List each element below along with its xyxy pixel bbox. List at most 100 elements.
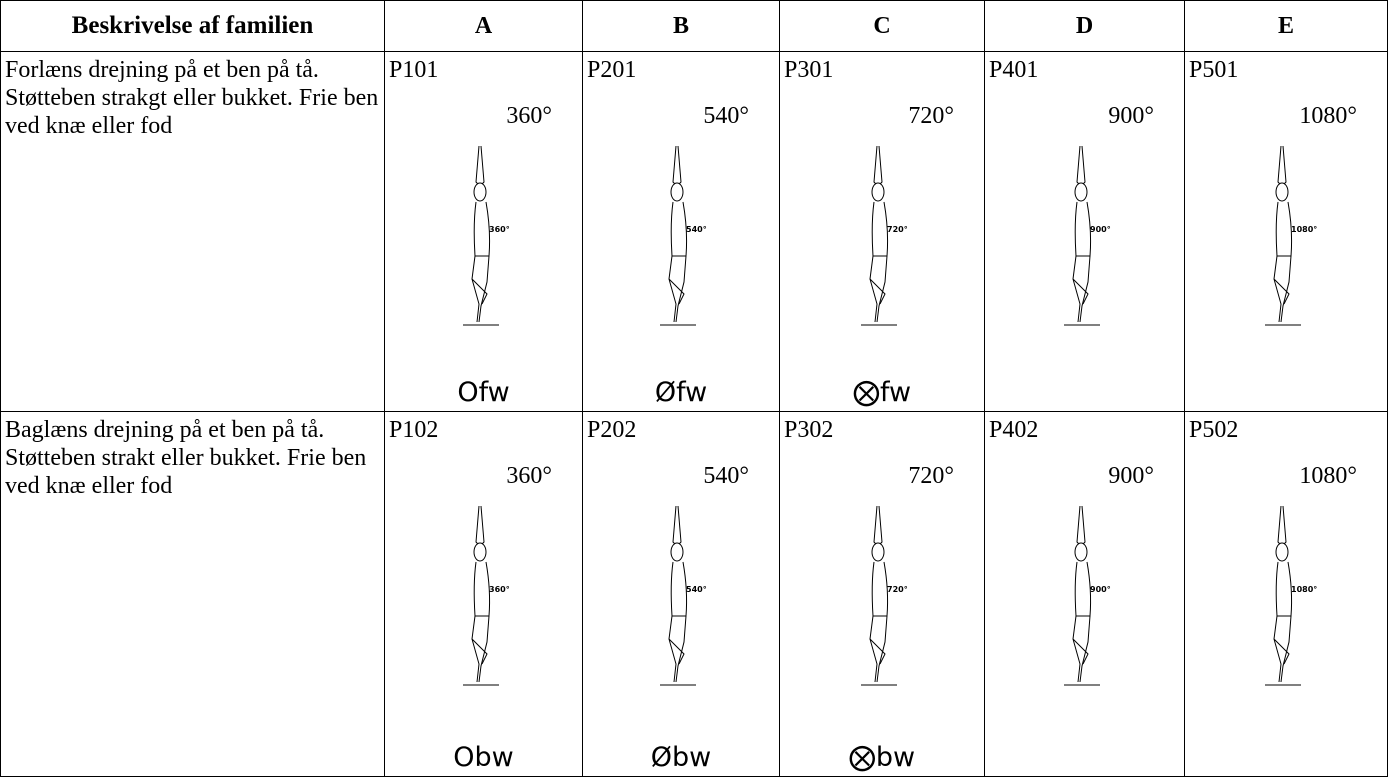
figure-arm	[1278, 146, 1281, 184]
figure-label: 900°	[1090, 225, 1111, 234]
figure-lines	[1064, 146, 1100, 325]
figure-arm	[678, 506, 681, 544]
page: Beskrivelse af familienABCDE Forlæns dre…	[0, 0, 1388, 778]
figure-arm	[481, 506, 484, 544]
figure-head	[1276, 183, 1288, 201]
figure-leg	[676, 256, 686, 322]
element-symbol: Øfw	[587, 377, 775, 408]
header-cell: Beskrivelse af familien	[1, 1, 385, 52]
figure-label: 1080°	[1291, 585, 1317, 594]
description-cell: Forlæns drejning på et ben på tå. Støtte…	[1, 52, 385, 412]
figure-lines	[861, 146, 897, 325]
rotation-degrees: 540°	[587, 462, 775, 490]
figure-leg	[669, 279, 684, 304]
figure-leg	[1274, 256, 1281, 322]
figure-leg	[1274, 279, 1289, 304]
table-row: Forlæns drejning på et ben på tå. Støtte…	[1, 52, 1388, 412]
figure-arm	[1082, 506, 1085, 544]
figure-leg	[870, 616, 877, 682]
rotation-degrees: 900°	[989, 462, 1180, 490]
figure-leg	[1080, 616, 1090, 682]
figure-leg	[870, 279, 885, 304]
cell-content: P501 1080° 1080°	[1189, 52, 1383, 410]
element-code: P102	[389, 412, 578, 444]
figure-drawing: 540°	[646, 144, 716, 334]
figure-arm	[879, 506, 882, 544]
figure-leg	[472, 279, 487, 304]
element-code: P502	[1189, 412, 1383, 444]
header-cell: A	[385, 1, 583, 52]
figure-torso	[1276, 202, 1291, 256]
figure-leg	[669, 639, 684, 664]
figure-label: 540°	[686, 585, 707, 594]
figure-arm	[481, 146, 484, 184]
element-symbol: Obw	[389, 742, 578, 773]
element-cell: P502 1080° 1080°	[1185, 412, 1388, 777]
rotation-degrees: 720°	[784, 102, 980, 130]
figure-lines	[463, 146, 499, 325]
element-code: P201	[587, 52, 775, 84]
figure-leg	[1281, 616, 1291, 682]
element-cell: P202 540° 540° Øbw	[583, 412, 780, 777]
figure-label: 720°	[887, 585, 908, 594]
figure-head	[474, 543, 486, 561]
figure-leg	[479, 256, 489, 322]
figure-torso	[671, 202, 686, 256]
figure-leg	[1281, 256, 1291, 322]
figure-label: 360°	[489, 225, 510, 234]
figure-torso	[671, 562, 686, 616]
element-code: P501	[1189, 52, 1383, 84]
figure-lines	[1064, 506, 1100, 685]
figure-leg	[1073, 279, 1088, 304]
figure-label: 1080°	[1291, 225, 1317, 234]
figure-torso	[872, 562, 887, 616]
rotation-degrees: 360°	[389, 102, 578, 130]
figure-arm	[1283, 146, 1286, 184]
figure-head	[671, 543, 683, 561]
figure-head	[872, 543, 884, 561]
figure-head	[671, 183, 683, 201]
figure-leg	[472, 639, 487, 664]
figure-arm	[874, 506, 877, 544]
family-table: Beskrivelse af familienABCDE Forlæns dre…	[0, 0, 1388, 777]
figure-head	[1075, 183, 1087, 201]
figure-head	[474, 183, 486, 201]
description-cell: Baglæns drejning på et ben på tå. Støtte…	[1, 412, 385, 777]
element-symbol: ⨂fw	[784, 377, 980, 408]
element-code: P402	[989, 412, 1180, 444]
figure-arm	[1082, 146, 1085, 184]
element-code: P301	[784, 52, 980, 84]
figure-arm	[673, 506, 676, 544]
element-symbol: ⨂bw	[784, 742, 980, 773]
rotation-degrees: 1080°	[1189, 102, 1383, 130]
element-symbol: Øbw	[587, 742, 775, 773]
figure-drawing: 360°	[449, 144, 519, 334]
figure-leg	[1073, 256, 1080, 322]
figure-drawing: 1080°	[1251, 144, 1321, 334]
figure-leg	[870, 256, 877, 322]
figure-leg	[676, 616, 686, 682]
figure-torso	[474, 202, 489, 256]
figure-leg	[877, 616, 887, 682]
table-row: Baglæns drejning på et ben på tå. Støtte…	[1, 412, 1388, 777]
header-cell: C	[780, 1, 985, 52]
figure-arm	[1077, 506, 1080, 544]
rotation-degrees: 1080°	[1189, 462, 1383, 490]
figure-torso	[1276, 562, 1291, 616]
figure-drawing: 540°	[646, 504, 716, 694]
element-code: P202	[587, 412, 775, 444]
header-cell: B	[583, 1, 780, 52]
figure-lines	[1265, 146, 1301, 325]
header-cell: D	[985, 1, 1185, 52]
